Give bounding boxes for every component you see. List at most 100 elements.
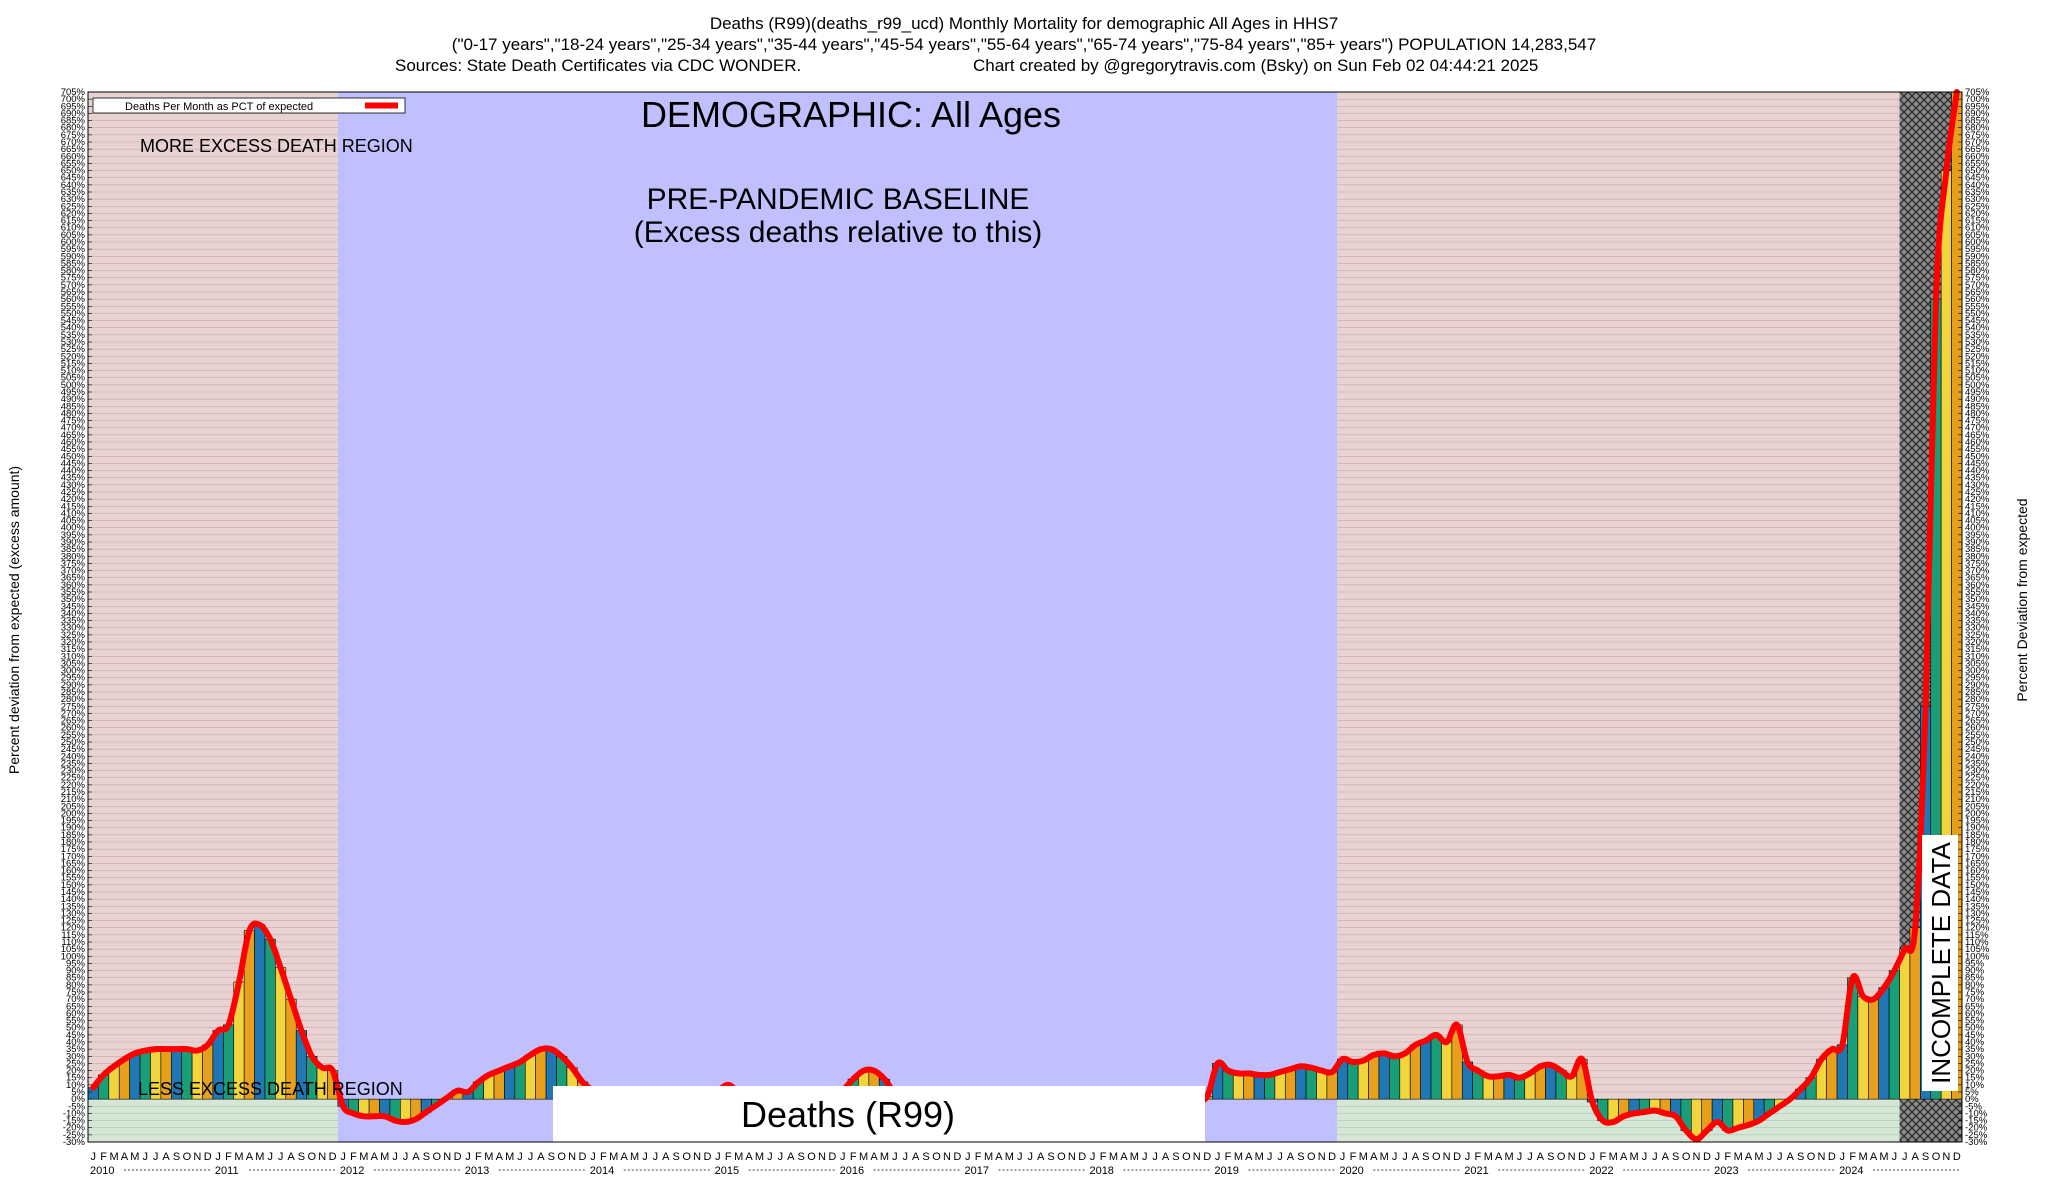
y-tick-label-right: 180% (1965, 837, 1990, 848)
y-tick-label-right: 280% (1965, 694, 1990, 705)
x-tick-month: F (475, 1151, 482, 1163)
y-tick-label-right: 60% (1965, 1008, 1985, 1019)
y-tick-label: 250% (61, 737, 86, 748)
y-tick-label-right: 465% (1965, 430, 1990, 441)
x-tick-month: F (225, 1151, 232, 1163)
y-tick-label: 480% (61, 408, 86, 419)
chart-subtitle: ("0-17 years","18-24 years","25-34 years… (452, 35, 1596, 54)
y-tick-label-right: 215% (1965, 787, 1990, 798)
y-tick-label-right: 380% (1965, 551, 1990, 562)
y-tick-label: 485% (61, 401, 86, 412)
x-tick-month: M (359, 1151, 368, 1163)
x-tick-month: A (870, 1151, 878, 1163)
y-tick-label-right: 0% (1965, 1094, 1979, 1105)
y-tick-label-right: 665% (1965, 144, 1990, 155)
y-tick-label: 375% (61, 558, 86, 569)
y-tick-label-right: 510% (1965, 366, 1990, 377)
y-tick-label: 420% (61, 494, 86, 505)
bar (254, 924, 266, 1100)
y-tick-label-right: 640% (1965, 180, 1990, 191)
x-tick-month: J (153, 1151, 159, 1163)
y-tick-label-right: 370% (1965, 566, 1990, 577)
x-tick-month: J (1017, 1151, 1023, 1163)
x-tick-month: D (953, 1151, 961, 1163)
y-tick-label-right: 550% (1965, 308, 1990, 319)
x-tick-month: A (1162, 1151, 1170, 1163)
x-tick-month: F (1475, 1151, 1482, 1163)
x-tick-month: O (1557, 1151, 1566, 1163)
y-tick-label-right: 270% (1965, 708, 1990, 719)
y-axis-right: -30%-25%-20%-15%-10%-5%0%5%10%15%20%25%3… (1958, 87, 1990, 1148)
y-tick-label: 540% (61, 323, 86, 334)
y-tick-label: 330% (61, 623, 86, 634)
y-tick-label: 320% (61, 637, 86, 648)
y-tick-label: 415% (61, 501, 86, 512)
x-tick-month: D (1953, 1151, 1961, 1163)
y-tick-label-right: 30% (1965, 1051, 1985, 1062)
x-tick-month: D (828, 1151, 836, 1163)
bar (1243, 1073, 1255, 1100)
x-tick-month: A (121, 1151, 129, 1163)
y-tick-label-right: 460% (1965, 437, 1990, 448)
x-tick-month: O (807, 1151, 816, 1163)
y-tick-label-right: 410% (1965, 508, 1990, 519)
x-tick-month: J (1517, 1151, 1523, 1163)
y-tick-label: 550% (61, 308, 86, 319)
bar (1691, 1098, 1703, 1140)
bar (1368, 1054, 1380, 1100)
bar (118, 1058, 130, 1100)
y-tick-label-right: 490% (1965, 394, 1990, 405)
y-tick-label-right: 345% (1965, 601, 1990, 612)
x-tick-month: N (443, 1151, 451, 1163)
x-tick-month: N (818, 1151, 826, 1163)
annotation-more-excess: MORE EXCESS DEATH REGION (140, 136, 413, 156)
x-tick-month: A (1495, 1151, 1503, 1163)
y-tick-label-right: 80% (1965, 980, 1985, 991)
y-tick-label: 465% (61, 430, 86, 441)
bar (1857, 995, 1869, 1100)
y-tick-label: -5% (68, 1101, 85, 1112)
y-tick-label-right: 700% (1965, 94, 1990, 105)
y-axis-label-right: Percent Deviation from expected (2014, 498, 2030, 701)
x-tick-month: A (1745, 1151, 1753, 1163)
x-tick-month: A (1412, 1151, 1420, 1163)
x-tick-year: 2011 (215, 1165, 239, 1177)
bar (264, 938, 276, 1100)
y-tick-label-right: 560% (1965, 294, 1990, 305)
y-tick-label: 575% (61, 273, 86, 284)
x-tick-month: A (1037, 1151, 1045, 1163)
y-tick-label-right: 10% (1965, 1080, 1985, 1091)
y-tick-label: 255% (61, 730, 86, 741)
y-tick-label-right: -10% (1965, 1108, 1988, 1119)
y-tick-label-right: 20% (1965, 1066, 1985, 1077)
x-tick-year: 2023 (1714, 1165, 1738, 1177)
x-tick-month: D (1578, 1151, 1586, 1163)
bar (1826, 1048, 1838, 1100)
x-tick-month: M (1505, 1151, 1514, 1163)
y-tick-label: 110% (61, 937, 85, 948)
y-tick-label: 695% (61, 101, 86, 112)
y-tick-label: 380% (61, 551, 86, 562)
x-tick-month: S (1422, 1151, 1429, 1163)
y-tick-label-right: 540% (1965, 323, 1990, 334)
y-tick-label: 600% (61, 237, 86, 248)
y-tick-label: 205% (61, 801, 86, 812)
y-tick-label-right: 50% (1965, 1023, 1985, 1034)
y-tick-label-right: 350% (1965, 594, 1990, 605)
y-tick-label-right: -30% (1965, 1137, 1988, 1148)
y-tick-label: 670% (61, 137, 86, 148)
x-tick-year: 2024 (1839, 1165, 1863, 1177)
y-tick-label-right: 160% (1965, 866, 1990, 877)
x-tick-month: A (662, 1151, 670, 1163)
y-tick-label: 675% (61, 130, 86, 141)
y-tick-label-right: -25% (1965, 1130, 1988, 1141)
x-tick-month: S (922, 1151, 929, 1163)
x-tick-month: N (1318, 1151, 1326, 1163)
y-tick-label: 185% (61, 830, 86, 841)
y-tick-label-right: 625% (1965, 201, 1990, 212)
y-tick-label: 460% (61, 437, 86, 448)
x-tick-month: J (1465, 1151, 1471, 1163)
y-tick-label: 580% (61, 266, 86, 277)
y-tick-label-right: 395% (1965, 530, 1990, 541)
y-tick-label-right: 605% (1965, 230, 1990, 241)
